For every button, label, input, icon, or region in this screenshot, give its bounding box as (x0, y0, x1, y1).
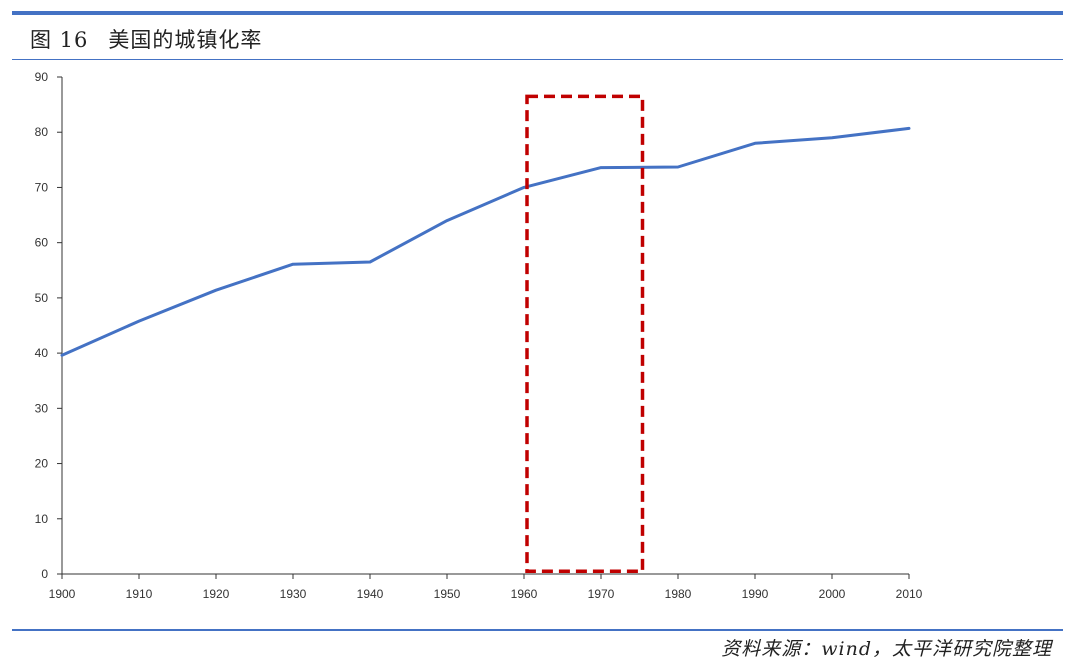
x-tick-label: 1900 (49, 587, 76, 601)
x-tick-label: 1910 (126, 587, 153, 601)
figure-title: 美国的城镇化率 (108, 28, 263, 52)
x-tick-label: 1970 (588, 587, 615, 601)
y-tick-label: 0 (41, 567, 48, 581)
top-rule (12, 11, 1063, 15)
y-tick-label: 80 (35, 125, 49, 139)
y-tick-label: 70 (35, 180, 49, 194)
annotation-group (525, 94, 645, 573)
y-tick-label: 40 (35, 346, 49, 360)
x-tick-label: 1960 (511, 587, 538, 601)
bottom-rule (12, 629, 1063, 631)
series-line-0 (60, 126, 911, 357)
source-note: 资料来源：wind，太平洋研究院整理 (721, 638, 1052, 660)
highlight-dashed-box (525, 94, 645, 573)
x-tick-label: 2010 (896, 587, 923, 601)
title-underline (12, 59, 1063, 60)
figure-number: 图 16 (30, 28, 89, 52)
y-tick-label: 90 (35, 70, 49, 84)
figure-title-row: 图 16 美国的城镇化率 (30, 22, 262, 56)
x-tick-label: 1990 (742, 587, 769, 601)
y-axis: 0 10 20 30 40 50 60 70 80 90 (35, 70, 63, 581)
x-axis: 1900 1910 1920 1930 1940 1950 1960 1970 1980 1990… (49, 573, 923, 601)
x-tick-label: 1930 (280, 587, 307, 601)
x-tick-label: 1980 (665, 587, 692, 601)
x-tick-label: 1920 (203, 587, 230, 601)
x-tick-label: 1950 (434, 587, 461, 601)
y-tick-label: 30 (35, 401, 49, 415)
x-tick-label: 1940 (357, 587, 384, 601)
y-tick-label: 60 (35, 236, 49, 250)
line-chart: 0 10 20 30 40 50 60 70 80 90 1900 1910 1920 1930 1940… (35, 70, 923, 601)
y-tick-label: 10 (35, 512, 49, 526)
series-group (60, 126, 911, 357)
y-tick-label: 50 (35, 291, 49, 305)
y-tick-label: 20 (35, 457, 49, 471)
x-tick-label: 2000 (819, 587, 846, 601)
